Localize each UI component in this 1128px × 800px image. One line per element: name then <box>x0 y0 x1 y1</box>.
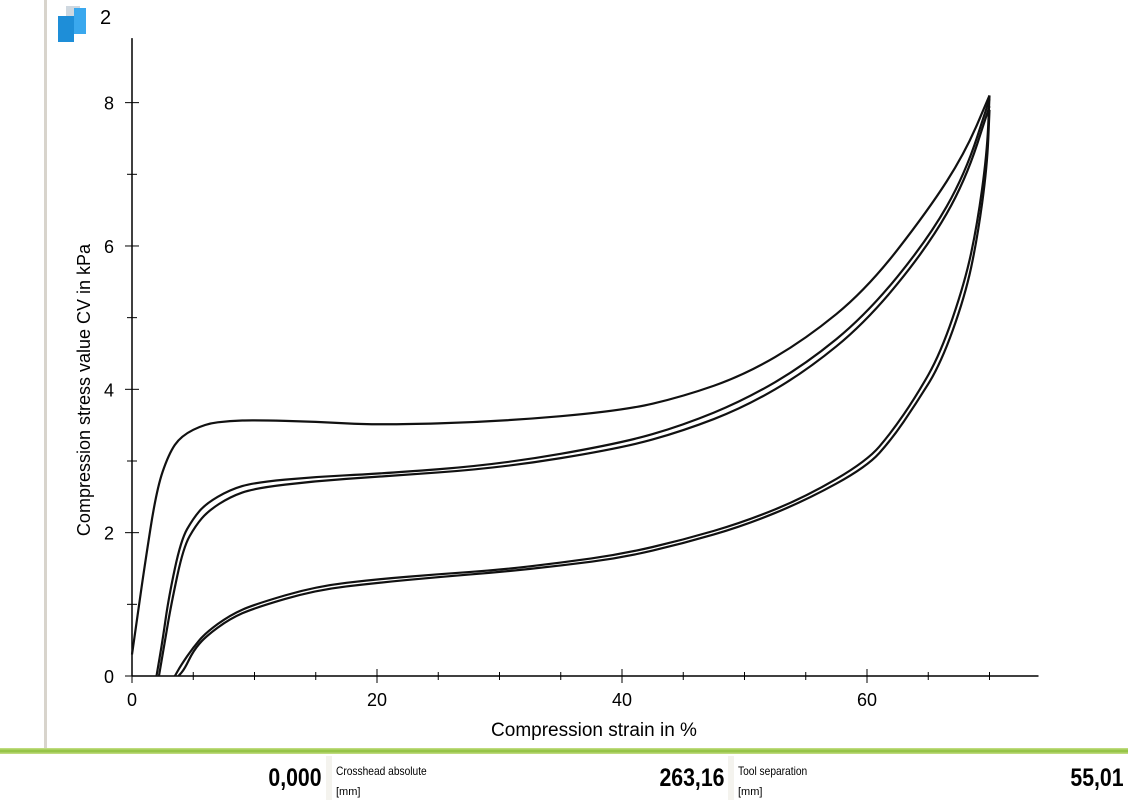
y-tick-label: 4 <box>104 380 114 400</box>
chart: 2 0 20 40 60 0 2 4 6 8 Compression strain in % C… <box>58 6 1039 741</box>
status-bar: 0,000 Crosshead absolute [mm] 263,16 Tool … <box>0 756 1128 800</box>
label: Crosshead absolute <box>336 764 427 778</box>
panel-icon <box>58 6 86 42</box>
y-tick-label: 8 <box>104 94 114 114</box>
y-tick-label: 6 <box>104 237 114 257</box>
y-tick-label: 2 <box>104 524 114 544</box>
y-tick-label: 0 <box>104 667 114 687</box>
status-cell-crosshead: Crosshead absolute [mm] 263,16 <box>332 756 728 800</box>
x-tick-label: 20 <box>367 690 387 710</box>
value: 0,000 <box>268 764 322 792</box>
panel-number: 2 <box>100 7 111 29</box>
x-tick-label: 60 <box>857 690 877 710</box>
series-line-3 <box>173 95 991 677</box>
value: 55,01 <box>1070 764 1124 792</box>
unit: [mm] <box>336 786 361 798</box>
series-line-2 <box>157 105 991 677</box>
divider <box>0 748 1128 754</box>
series-line-1 <box>155 98 991 677</box>
y-axis-label: Compression stress value CV in kPa <box>74 243 94 536</box>
unit: [mm] <box>738 786 763 798</box>
status-cell-value0: 0,000 <box>0 756 326 800</box>
series-line-4 <box>177 109 991 677</box>
label: Tool separation <box>738 764 808 778</box>
series-line-0 <box>130 95 991 655</box>
cube-side <box>74 8 86 34</box>
value: 263,16 <box>659 764 724 792</box>
x-axis-label: Compression strain in % <box>491 720 697 741</box>
x-tick-label: 0 <box>127 690 137 710</box>
left-panel-border <box>0 0 47 748</box>
cube-top <box>66 6 80 16</box>
blue-cube-icon <box>58 16 74 42</box>
status-cell-tool-separation: Tool separation [mm] 55,01 <box>734 756 1128 800</box>
x-tick-label: 40 <box>612 690 632 710</box>
